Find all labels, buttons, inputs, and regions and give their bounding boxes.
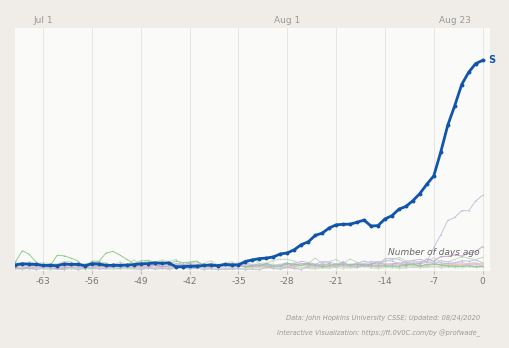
Text: Number of days ago: Number of days ago [388,248,479,257]
Text: S: S [487,55,494,65]
Text: Interactive Visualization: https://ft.0V0C.com/by @profwade_: Interactive Visualization: https://ft.0V… [276,330,479,338]
Text: Data: John Hopkins University CSSE; Updated: 08/24/2020: Data: John Hopkins University CSSE; Upda… [286,315,479,322]
